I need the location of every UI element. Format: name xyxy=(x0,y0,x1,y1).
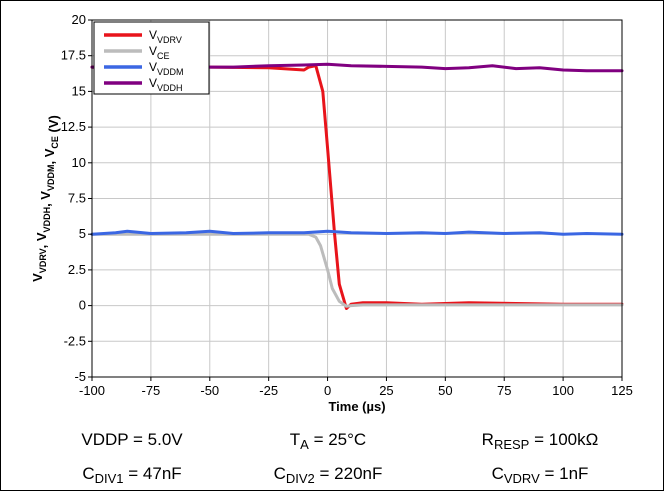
x-tick-label: 25 xyxy=(379,383,393,398)
y-tick-label: -5 xyxy=(74,369,86,384)
x-tick-label: -50 xyxy=(200,383,219,398)
legend-label: VCE xyxy=(149,44,170,61)
y-tick-label: 15 xyxy=(72,83,86,98)
condition-note: CDIV1 = 47nF xyxy=(82,464,181,486)
y-tick-label: 12.5 xyxy=(61,119,86,134)
y-tick-label: 5 xyxy=(79,226,86,241)
legend-label: VVDDH xyxy=(149,76,183,93)
legend-label: VVDDM xyxy=(149,60,184,77)
x-tick-label: 0 xyxy=(324,383,331,398)
x-tick-label: -75 xyxy=(141,383,160,398)
x-tick-label: 75 xyxy=(497,383,511,398)
y-axis-title: VVDRV, VVDDH, VVDDM, VCE (V) xyxy=(30,115,61,282)
condition-note: CDIV2 = 220nF xyxy=(274,464,383,486)
y-tick-label: 10 xyxy=(72,155,86,170)
series-line-vddm xyxy=(90,229,624,236)
x-axis-title: Time (µs) xyxy=(328,399,385,414)
x-tick-label: 125 xyxy=(611,383,633,398)
y-tick-label: 17.5 xyxy=(61,48,86,63)
legend-label: VVDRV xyxy=(149,28,182,45)
series-line-vdrv xyxy=(90,64,624,310)
condition-note: VDDP = 5.0V xyxy=(81,430,183,449)
y-tick-label: 2.5 xyxy=(68,262,86,277)
condition-note: CVDRV = 1nF xyxy=(492,464,589,486)
y-tick-label: -2.5 xyxy=(64,333,86,348)
x-tick-label: -100 xyxy=(79,383,105,398)
x-tick-label: 100 xyxy=(552,383,574,398)
condition-note: RRESP = 100kΩ xyxy=(482,430,599,452)
x-tick-label: -25 xyxy=(259,383,278,398)
x-tick-label: 50 xyxy=(438,383,452,398)
condition-note: TA = 25°C xyxy=(290,430,366,452)
y-tick-label: 7.5 xyxy=(68,191,86,206)
y-tick-label: 20 xyxy=(72,12,86,27)
y-tick-label: 0 xyxy=(79,298,86,313)
